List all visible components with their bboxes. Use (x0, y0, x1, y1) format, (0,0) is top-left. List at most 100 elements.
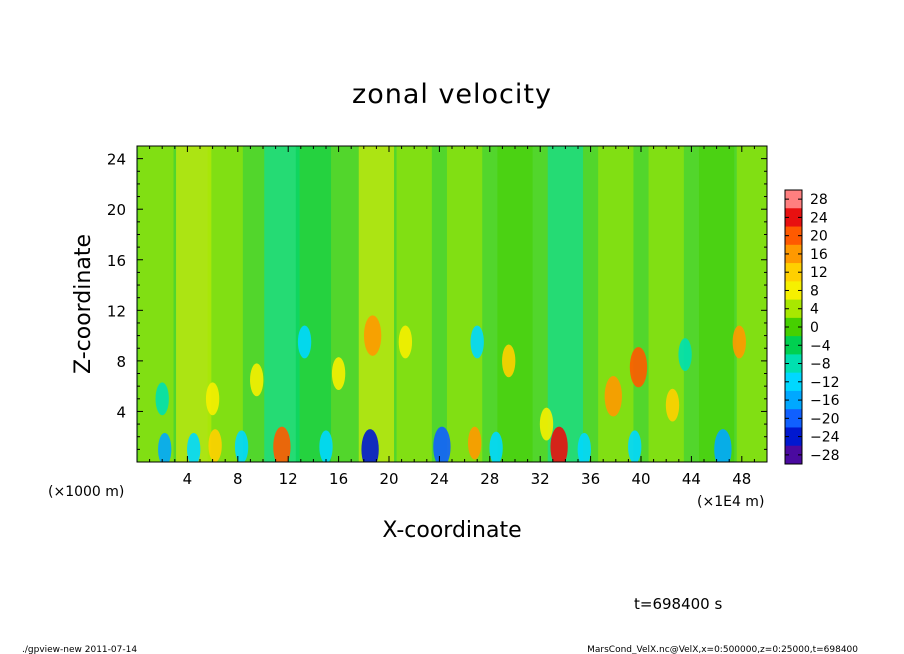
velocity-cell (604, 376, 622, 417)
colorbar-swatch (785, 244, 802, 264)
velocity-band (396, 146, 432, 462)
x-tick-label: 16 (329, 470, 348, 488)
colorbar-swatch (785, 354, 802, 374)
colorbar-label: 12 (810, 265, 828, 281)
colorbar-label: 0 (810, 320, 819, 336)
velocity-field (138, 146, 767, 462)
colorbar-swatch (785, 281, 802, 301)
y-tick-label: 12 (107, 302, 126, 320)
colorbar-label: 20 (810, 229, 828, 245)
velocity-cell (205, 382, 220, 416)
y-tick-label: 4 (116, 403, 126, 421)
colorbar-swatch (785, 336, 802, 355)
colorbar-label: −16 (810, 393, 840, 409)
footer-left-caption: ./gpview-new 2011-07-14 (22, 645, 137, 654)
x-tick-label: 44 (682, 470, 701, 488)
colorbar-swatch (785, 372, 802, 392)
velocity-cell (363, 315, 382, 356)
colorbar-swatch (785, 263, 802, 282)
y-axis-ticks: 4 8 12 16 20 24 (107, 145, 767, 450)
velocity-cell (187, 432, 201, 462)
x-tick-label: 32 (531, 470, 550, 488)
velocity-band (295, 146, 332, 462)
velocity-cell (714, 429, 732, 462)
velocity-cell (732, 325, 746, 359)
velocity-cell (468, 426, 482, 460)
velocity-cell (502, 344, 516, 378)
x-tick-label: 28 (480, 470, 499, 488)
colorbar-label: 24 (810, 210, 828, 226)
y-tick-label: 20 (107, 201, 126, 219)
x-tick-label: 20 (379, 470, 398, 488)
velocity-cell (297, 325, 312, 359)
velocity-cell (273, 426, 291, 462)
velocity-cell (433, 426, 451, 462)
velocity-cell (158, 432, 172, 462)
x-axis-label: X-coordinate (382, 518, 521, 543)
velocity-cell (577, 432, 591, 462)
x-tick-label: 36 (581, 470, 600, 488)
velocity-cell (665, 388, 680, 422)
footer-right-caption: MarsCond_VelX.nc@VelX,x=0:500000,z=0:250… (587, 645, 858, 654)
x-tick-label: 12 (279, 470, 298, 488)
velocity-cell (550, 426, 568, 462)
x-tick-label: 40 (631, 470, 650, 488)
colorbar-label: 28 (810, 192, 828, 208)
colorbar-swatch (785, 208, 802, 228)
y-tick-label: 8 (116, 353, 126, 371)
colorbar-label: −20 (810, 411, 840, 427)
colorbar-label: 8 (810, 283, 819, 299)
colorbar-label: 16 (810, 247, 828, 263)
velocity-cell (470, 325, 484, 359)
x-tick-label: 8 (233, 470, 243, 488)
x-axis-ticks: 4 8 12 16 20 24 28 32 36 40 44 48 (149, 146, 755, 488)
velocity-cell (678, 338, 692, 371)
colorbar-label: −28 (810, 448, 840, 464)
colorbar-swatch (785, 409, 802, 428)
colorbar-label: −24 (810, 430, 840, 446)
velocity-cell (398, 325, 413, 359)
colorbar-swatch (785, 317, 802, 337)
velocity-band (698, 146, 735, 462)
colorbar-swatch (785, 445, 802, 465)
colorbar-swatch (785, 226, 802, 246)
x-unit-label: (×1E4 m) (697, 494, 764, 510)
velocity-cell (331, 357, 346, 390)
velocity-cell (361, 429, 379, 462)
velocity-band (358, 146, 395, 462)
velocity-band (264, 146, 300, 462)
colorbar-swatch (785, 390, 802, 410)
colorbar-swatch (785, 427, 802, 447)
colorbar-label: 4 (810, 302, 819, 318)
velocity-cell (629, 346, 648, 388)
velocity-band (138, 146, 174, 462)
velocity-cell (489, 431, 503, 462)
colorbar-swatch (785, 190, 802, 209)
velocity-cell (628, 430, 642, 462)
colorbar-label: −12 (810, 375, 840, 391)
x-tick-label: 48 (732, 470, 751, 488)
velocity-cell (208, 429, 222, 462)
colorbar-label: −4 (810, 338, 831, 354)
velocity-cell (155, 382, 169, 416)
time-label: t=698400 s (634, 595, 722, 613)
velocity-band (446, 146, 483, 462)
chart-title: zonal velocity (352, 79, 552, 110)
colorbar-label: −8 (810, 357, 831, 373)
colorbar: 28 24 20 16 12 8 4 0 −4 −8 −12 −16 −20 −24 −28 (784, 189, 840, 465)
velocity-band (648, 146, 684, 462)
colorbar-swatch (785, 299, 802, 319)
x-tick-label: 24 (430, 470, 449, 488)
velocity-cell (319, 430, 333, 462)
velocity-cell (539, 407, 554, 441)
x-tick-label: 4 (183, 470, 193, 488)
velocity-cell (250, 363, 264, 397)
y-axis-label: Z-coordinate (71, 234, 96, 374)
velocity-band (497, 146, 533, 462)
velocity-cell (234, 430, 249, 462)
y-unit-label: (×1000 m) (48, 484, 124, 500)
velocity-band (736, 146, 767, 462)
y-tick-label: 24 (107, 151, 126, 169)
